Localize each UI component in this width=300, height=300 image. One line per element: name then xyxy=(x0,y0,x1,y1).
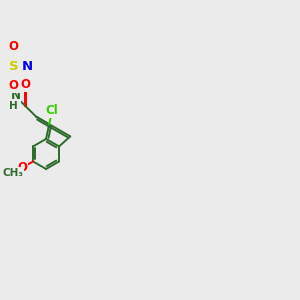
Text: S: S xyxy=(9,59,19,73)
Text: CH₃: CH₃ xyxy=(2,168,23,178)
Text: O: O xyxy=(9,40,19,53)
Text: H: H xyxy=(9,100,18,111)
Text: O: O xyxy=(17,161,27,174)
Text: Cl: Cl xyxy=(46,104,58,117)
Text: O: O xyxy=(9,79,19,92)
Text: N: N xyxy=(11,89,20,102)
Text: N: N xyxy=(22,59,33,73)
Text: O: O xyxy=(20,78,30,91)
